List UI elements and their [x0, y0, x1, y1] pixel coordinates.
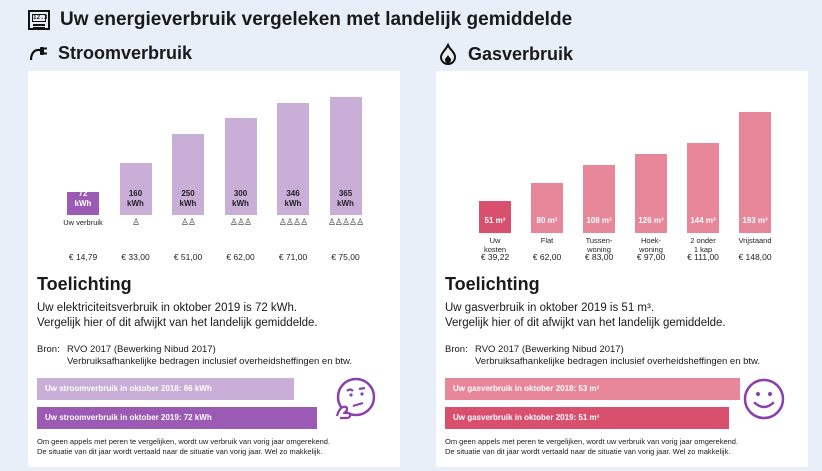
gas-footer-line2: De situatie van dit jaar wordt vertaald …: [445, 447, 731, 456]
power-household-persons-icon: ♙♙♙♙: [278, 217, 308, 227]
power-footer-line2: De situatie van dit jaar wordt vertaald …: [37, 447, 323, 456]
gas-bar-caption: 2 onder 1 kap: [690, 236, 716, 254]
gas-explanation: Uw gasverbruik in oktober 2019 is 51 m³.…: [445, 301, 726, 331]
gas-bar-3: 126 m³: [635, 154, 667, 233]
page-header: 12.3 Uw energieverbruik vergeleken met l…: [28, 8, 572, 32]
power-bar-2: 250 kWh: [172, 134, 204, 215]
gas-bar-caption: Uw kosten: [483, 236, 507, 254]
power-title: Stroomverbruik: [58, 43, 193, 63]
power-household-persons-icon: ♙: [131, 217, 140, 227]
gas-compare-bar-2018: Uw gasverbruik in oktober 2018: 53 m³: [445, 378, 740, 400]
gas-bar-cost: € 62,00: [532, 252, 562, 262]
power-bar-value-label: 300 kWh: [232, 189, 249, 208]
power-household-persons-icon: ♙♙: [180, 217, 196, 227]
gas-bar-2: 108 m³: [583, 165, 615, 233]
gas-bar-value-label: 108 m³: [586, 216, 612, 225]
power-compare-bar-2018: Uw stroomverbruik in oktober 2018: 66 kW…: [37, 378, 294, 400]
gas-bar-caption: Hoek- woning: [639, 236, 663, 254]
power-bar-cost: € 62,00: [226, 252, 255, 262]
power-source: Bron: RVO 2017 (Bewerking Nibud 2017) Ve…: [37, 344, 352, 368]
power-source-line2: Verbruiksafhankelijke bedragen inclusief…: [67, 356, 353, 367]
power-bar-cost: € 51,00: [173, 252, 203, 262]
gas-compare-bar-2019: Uw gasverbruik in oktober 2019: 51 m³: [445, 407, 729, 429]
flame-icon: [439, 43, 457, 65]
power-footer-note: Om geen appels met peren te vergelijken,…: [37, 437, 330, 457]
gas-bar-value-label: 193 m³: [742, 216, 768, 225]
gas-title: Gasverbruik: [468, 43, 574, 64]
power-bar-5: 365 kWh: [329, 97, 362, 215]
power-explanation: Uw elektriciteitsverbruik in oktober 201…: [37, 301, 318, 331]
power-household-persons-icon: ♙♙♙♙♙: [327, 217, 364, 227]
power-bar-value-label: 160 kWh: [127, 189, 144, 208]
thinking-face-icon: [335, 377, 376, 420]
gas-bar-value-label: 126 m³: [638, 216, 664, 225]
power-bar-value-label: 72 kWh: [74, 189, 92, 208]
power-explain-line1: Uw elektriciteitsverbruik in oktober 201…: [37, 302, 298, 314]
power-bar-cost: € 14,79: [68, 252, 98, 262]
gas-source-line2: Verbruiksafhankelijke bedragen inclusief…: [475, 356, 761, 367]
power-bar-cost: € 33,00: [121, 252, 150, 262]
gas-toelichting-heading: Toelichting: [445, 274, 540, 294]
gas-bar-caption: Vrijstaand: [738, 236, 772, 245]
gas-source-label: Bron:: [445, 344, 468, 355]
gas-source-line1: RVO 2017 (Bewerking Nibud 2017): [475, 344, 624, 355]
power-bar-value-label: 346 kWh: [284, 189, 302, 208]
smiley-face-icon: [743, 378, 785, 420]
gas-bar-4: 144 m³: [687, 143, 719, 233]
power-source-line1: RVO 2017 (Bewerking Nibud 2017): [67, 344, 216, 355]
power-bar-0: 72 kWh: [67, 189, 99, 215]
power-bar-value-label: 365 kWh: [337, 189, 354, 208]
gas-bar-cost: € 111,00: [687, 252, 719, 262]
power-bar-1: 160 kWh: [119, 163, 152, 215]
gas-bar-caption: Tussen- woning: [585, 236, 613, 254]
gas-bar-5: 193 m³: [739, 112, 771, 233]
gas-explain-line1: Uw gasverbruik in oktober 2019 is 51 m³.: [445, 302, 655, 314]
gas-bar-cost: € 39,22: [480, 252, 510, 262]
gas-bar-value-label: 51 m³: [484, 216, 506, 225]
gas-section-title: Gasverbruik: [438, 43, 573, 65]
page-title: Uw energieverbruik vergeleken met landel…: [60, 9, 573, 30]
power-bar-cost: € 75,00: [331, 252, 360, 262]
power-bar-cost: € 71,00: [278, 252, 308, 262]
gas-bar-value-label: 80 m³: [536, 216, 558, 225]
gas-footer-line1: Om geen appels met peren te vergelijken,…: [445, 437, 739, 446]
gas-source: Bron: RVO 2017 (Bewerking Nibud 2017) Ve…: [445, 344, 760, 368]
gas-bar-1: 80 m³: [531, 183, 563, 233]
power-bar-4: 346 kWh: [277, 103, 309, 215]
power-explain-line2: Vergelijk hier of dit afwijkt van het la…: [37, 317, 318, 329]
power-compare-bar-2019: Uw stroomverbruik in oktober 2019: 72 kW…: [37, 407, 317, 429]
gas-bar-cost: € 148,00: [738, 252, 772, 262]
plug-icon: [29, 46, 47, 60]
gas-bar-value-label: 144 m³: [690, 216, 716, 225]
power-toelichting-heading: Toelichting: [37, 274, 132, 294]
gas-explain-line2: Vergelijk hier of dit afwijkt van het la…: [445, 317, 726, 329]
gas-bar-0: 51 m³: [479, 201, 511, 233]
power-bar-caption: Uw verbruik: [63, 218, 103, 227]
power-household-persons-icon: ♙♙♙: [229, 217, 252, 227]
power-footer-line1: Om geen appels met peren te vergelijken,…: [37, 437, 331, 446]
power-bar-3: 300 kWh: [224, 118, 257, 215]
power-section-title: Stroomverbruik: [28, 43, 192, 64]
power-bar-value-label: 250 kWh: [179, 189, 197, 208]
gas-bar-cost: € 83,00: [584, 252, 614, 262]
meter-digits: 12.3: [32, 14, 48, 22]
gas-panel: 51 m³ Uw kosten € 39,22 80 m³ Flat € 62,00 108…: [436, 71, 808, 467]
gas-footer-note: Om geen appels met peren te vergelijken,…: [445, 437, 738, 457]
gas-bar-cost: € 97,00: [636, 252, 666, 262]
gas-bar-caption: Flat: [540, 236, 554, 245]
power-panel: 72 kWh Uw verbruik € 14,79 160 kWh ♙ € 33,00 2…: [28, 71, 400, 467]
energy-meter-icon: 12.3: [28, 10, 50, 30]
power-source-label: Bron:: [37, 344, 60, 355]
